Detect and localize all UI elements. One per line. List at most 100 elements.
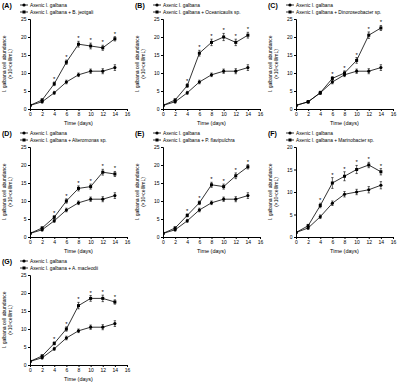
data-point: [89, 45, 92, 48]
panel-title: (G): [2, 258, 12, 266]
data-point: [379, 184, 382, 187]
error-stem: [308, 101, 309, 103]
data-point: [65, 336, 68, 339]
legend: Axenic I. galbanaAxenic I. galbana + Mar…: [286, 131, 374, 143]
data-point: [65, 328, 68, 331]
error-stem: [66, 327, 67, 331]
data-point: [53, 91, 56, 94]
error-stem: [235, 173, 236, 179]
error-cap: [235, 45, 237, 46]
x-tick: 4: [319, 109, 322, 117]
data-point: [77, 329, 80, 332]
legend-label: Axenic I. galbana: [163, 131, 200, 136]
significance-mark: *: [380, 19, 383, 25]
data-point: [296, 231, 298, 234]
error-stem: [175, 227, 176, 229]
x-tick: 2: [174, 109, 177, 117]
significance-mark: *: [77, 35, 80, 41]
error-bar: [319, 91, 321, 94]
error-bar: [186, 91, 188, 94]
error-bar: [247, 65, 249, 71]
legend-label: Axenic I. galbana + B. jeotgali: [30, 10, 93, 15]
x-tick-label: 4: [186, 239, 189, 245]
error-bar: [235, 173, 237, 179]
error-stem: [320, 91, 321, 94]
error-cap: [355, 173, 357, 174]
data-point: [163, 232, 165, 235]
y-tick: 15: [154, 52, 163, 58]
marks: [296, 162, 382, 234]
error-stem: [163, 105, 164, 106]
y-tick: 25: [287, 16, 296, 22]
x-tick-label: 8: [78, 367, 81, 373]
y-tick: 25: [21, 144, 30, 150]
legend-symbol: [289, 11, 292, 14]
y-axis: 0510152025: [287, 16, 297, 112]
x-tick-label: 6: [198, 239, 201, 245]
error-cap: [102, 196, 104, 197]
panel: (E)02468101214160510152025Time (days)I. …: [134, 130, 263, 254]
y-axis-title: I. galbana cell abundance(×10⁶cell/mL): [267, 163, 279, 220]
x-tick: 16: [391, 109, 397, 117]
x-tick: 8: [344, 109, 347, 117]
panel: (D)02468101214160510152025Time (days)I. …: [1, 130, 130, 254]
x-tick: 2: [307, 237, 310, 245]
data-point: [307, 100, 310, 103]
data-point: [77, 73, 80, 76]
y-tick: 10: [154, 70, 163, 76]
x-axis-title: Time (days): [330, 120, 359, 126]
x-tick: 8: [78, 237, 81, 245]
plot: 024681012141605101520Time (days)I. galba…: [267, 144, 396, 254]
x-tick: 14: [379, 237, 385, 245]
error-cap: [380, 181, 382, 182]
y-axis-title: I. galbana cell abundance(×10⁶cell/mL): [134, 35, 146, 92]
error-stem: [163, 105, 164, 106]
x-tick-label: 16: [125, 239, 131, 245]
error-cap: [102, 50, 104, 51]
x-tick: 10: [88, 109, 94, 117]
data-point: [89, 297, 92, 300]
error-cap: [331, 201, 333, 202]
error-stem: [42, 227, 43, 229]
legend-symbol: [156, 11, 159, 14]
data-point: [355, 190, 358, 193]
error-bar: [114, 37, 116, 41]
error-stem: [344, 172, 345, 181]
legend-item: Axenic I. galbana + P. flavipulchra: [153, 138, 235, 143]
x-tick: 10: [354, 109, 360, 117]
x-tick-label: 2: [174, 239, 177, 245]
error-cap: [210, 187, 212, 188]
y-tick-label: 0: [157, 106, 160, 112]
significance-mark: *: [198, 195, 201, 201]
significance-mark: *: [368, 26, 371, 32]
error-bar: [343, 192, 345, 197]
legend-symbol: [23, 267, 26, 270]
x-tick: 2: [174, 237, 177, 245]
significance-mark: *: [343, 65, 346, 71]
error-bar: [114, 193, 116, 199]
y-tick-mark: [161, 73, 163, 74]
error-cap: [343, 75, 345, 76]
y-tick: 25: [21, 16, 30, 22]
data-point: [296, 104, 298, 107]
x-tick-label: 2: [41, 239, 44, 245]
y-tick: 5: [24, 88, 30, 94]
error-cap: [355, 69, 357, 70]
error-bar: [30, 361, 31, 362]
x-tick-label: 8: [78, 111, 81, 117]
legend: Axenic I. galbanaAxenic I. galbana + B. …: [20, 3, 93, 15]
y-tick: 15: [21, 180, 30, 186]
legend-label: Axenic I. galbana: [296, 131, 333, 136]
error-bar: [368, 69, 370, 74]
significance-mark: *: [235, 33, 238, 39]
x-tick-label: 10: [88, 367, 94, 373]
data-point: [163, 104, 165, 107]
error-stem: [296, 105, 297, 106]
x-tick-label: 8: [211, 239, 214, 245]
x-axis: 0246810121416: [29, 109, 130, 117]
y-tick-label: 5: [24, 344, 27, 350]
y-tick: 0: [290, 106, 296, 112]
error-cap: [65, 64, 67, 65]
error-bar: [210, 182, 212, 187]
error-bar: [331, 201, 333, 206]
